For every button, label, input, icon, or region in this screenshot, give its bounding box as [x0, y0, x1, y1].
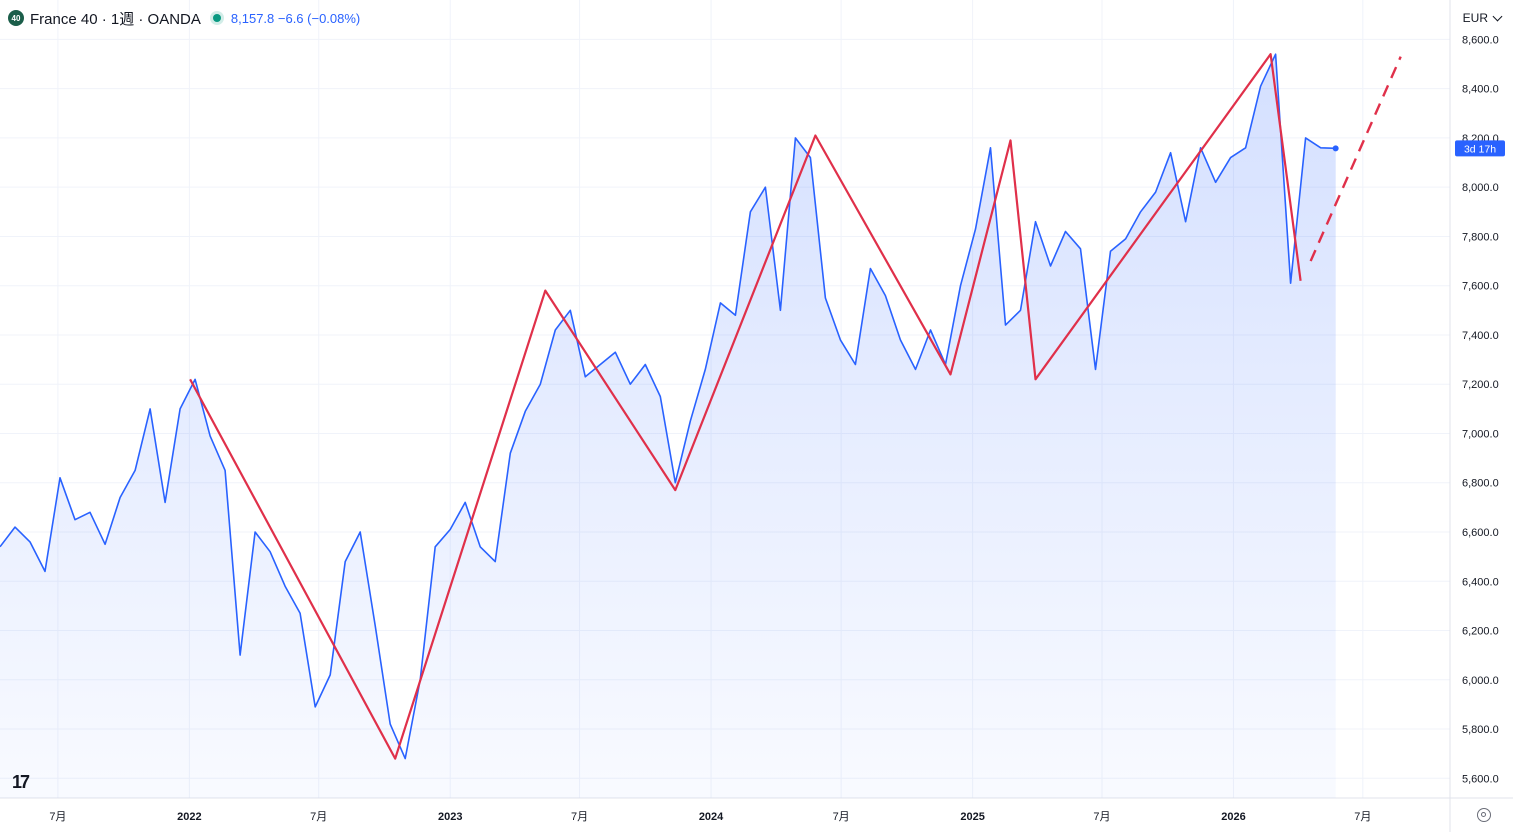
last-price-point	[1332, 145, 1339, 152]
x-tick-label: 2023	[438, 811, 462, 823]
tradingview-logo-icon[interactable]: 17	[12, 772, 30, 792]
countdown-label: 3d 17h	[1464, 143, 1496, 155]
price-label-bg	[1455, 140, 1505, 157]
y-tick-label: 5,800.0	[1462, 724, 1499, 736]
y-tick-label: 8,600.0	[1462, 34, 1499, 46]
currency-label: EUR	[1462, 11, 1488, 25]
x-tick-label: 2022	[177, 811, 201, 823]
x-tick-label: 7月	[310, 811, 327, 823]
y-tick-label: 6,000.0	[1462, 675, 1499, 687]
y-tick-label: 7,800.0	[1462, 231, 1499, 243]
status-dot-icon	[212, 14, 221, 22]
price-line	[0, 53, 1336, 760]
y-tick-label: 6,600.0	[1462, 527, 1499, 539]
symbol-title[interactable]: France 40 · 1週 · OANDA	[30, 10, 201, 28]
zigzag-line	[189, 53, 1302, 760]
symbol-logo-icon[interactable]: 40	[8, 10, 24, 26]
y-tick-label: 8,000.0	[1462, 182, 1499, 194]
x-tick-label: 2024	[699, 811, 724, 823]
chevron-down-icon	[1492, 11, 1503, 22]
x-tick-label: 7月	[833, 811, 850, 823]
y-tick-label: 7,000.0	[1462, 428, 1499, 440]
y-tick-label: 7,600.0	[1462, 281, 1499, 293]
settings-icon[interactable]	[1477, 808, 1491, 822]
chart-header: 40 France 40 · 1週 · OANDA 8,157.8 −6.6 (…	[8, 8, 360, 28]
y-tick-label: 5,600.0	[1462, 773, 1499, 785]
x-tick-label: 7月	[1354, 811, 1371, 823]
y-tick-label: 8,400.0	[1462, 84, 1499, 96]
y-tick-label: 7,200.0	[1462, 379, 1499, 391]
y-tick-label: 7,400.0	[1462, 330, 1499, 342]
x-tick-label: 2025	[960, 811, 984, 823]
zigzag-projection	[1309, 56, 1402, 262]
y-tick-label: 6,800.0	[1462, 478, 1499, 490]
price-quote: 8,157.8 −6.6 (−0.08%)	[230, 10, 361, 26]
x-tick-label: 7月	[1093, 811, 1110, 823]
price-area	[0, 54, 1336, 798]
y-tick-label: 6,400.0	[1462, 576, 1499, 588]
currency-selector[interactable]: EUR	[1462, 8, 1503, 28]
x-tick-label: 7月	[571, 811, 588, 823]
y-tick-label: 6,200.0	[1462, 626, 1499, 638]
x-tick-label: 2026	[1221, 811, 1245, 823]
x-tick-label: 7月	[49, 811, 66, 823]
